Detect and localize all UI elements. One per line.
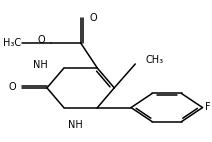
Text: O: O xyxy=(38,35,46,45)
Text: F: F xyxy=(205,102,211,112)
Text: O: O xyxy=(89,13,97,23)
Text: CH₃: CH₃ xyxy=(145,56,163,65)
Text: H₃C: H₃C xyxy=(3,38,21,48)
Text: O: O xyxy=(8,82,16,92)
Text: NH: NH xyxy=(33,60,48,70)
Text: NH: NH xyxy=(68,120,83,130)
